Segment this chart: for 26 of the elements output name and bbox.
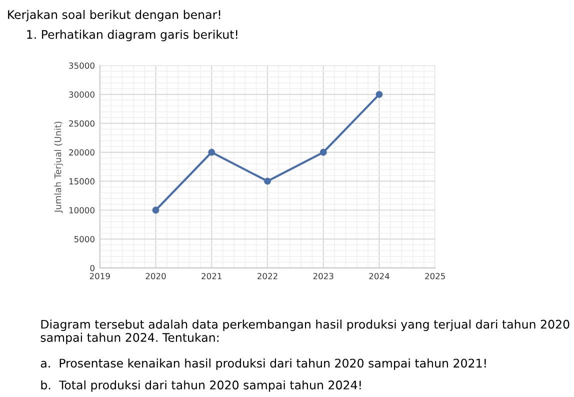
point <box>208 148 216 156</box>
text: a. Prosentase kenaikan hasil produksi dari tahun 2020 sampai tahun 2021! <box>40 358 486 370</box>
y-tick-label: 10000 <box>69 207 94 214</box>
x-tick-label: 2019 <box>90 272 110 280</box>
x-tick-label: 2022 <box>257 272 278 280</box>
y-tick-label: 25000 <box>69 120 94 127</box>
point <box>264 178 271 185</box>
y-tick-label: 20000 <box>69 149 94 156</box>
x-tick-label: 2023 <box>313 272 334 280</box>
point <box>320 148 327 156</box>
y-tick-label: 35000 <box>69 62 94 69</box>
x-tick-label: 2024 <box>369 272 390 280</box>
x-tick-label: 2021 <box>202 272 222 280</box>
y-axis-title: Jumlah Terjual (Unit) <box>54 122 63 214</box>
y-tick-label: 5000 <box>74 236 94 242</box>
point <box>376 90 383 98</box>
chart-title: Kerjakan soal berikut dengan benar! <box>8 10 220 22</box>
y-tick-label: 15000 <box>69 178 94 184</box>
x-tick-label: 2020 <box>146 272 166 280</box>
x-tick-label: 2025 <box>425 272 445 280</box>
chart-subtitle: 1. Perhatikan diagram garis berikut! <box>27 30 238 42</box>
text: b. Total produksi dari tahun 2020 sampai tahun 2024! <box>41 380 361 392</box>
y-tick-label: 0 <box>90 264 94 272</box>
text: Diagram tersebut adalah data perkembangan hasil produksi yang terjual dari tahun 2020 sampai tahun 2024. Tentukan: <box>40 320 570 344</box>
y-tick-label: 30000 <box>69 91 94 98</box>
point <box>152 206 160 214</box>
